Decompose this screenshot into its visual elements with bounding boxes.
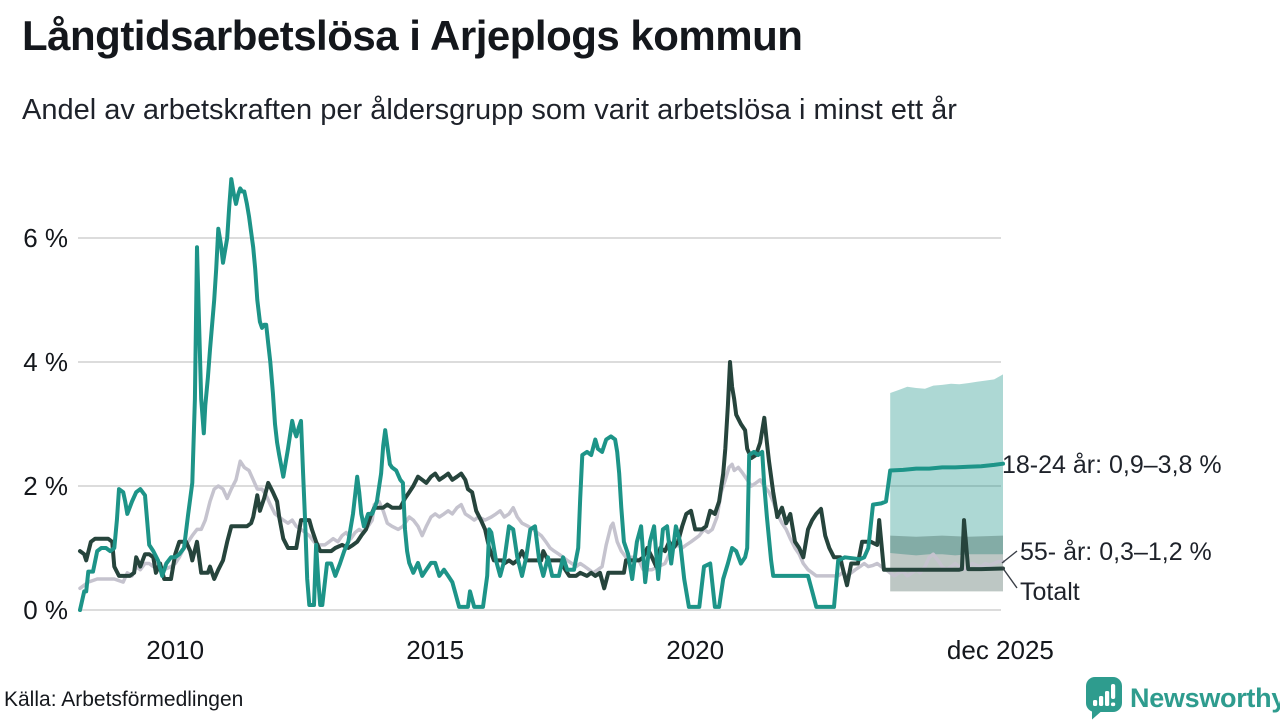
y-axis-tick-4: 4 % bbox=[23, 347, 68, 377]
y-axis-tick-0: 0 % bbox=[23, 595, 68, 625]
x-axis-tick-dec-2025: dec 2025 bbox=[946, 635, 1054, 665]
source-attribution: Källa: Arbetsförmedlingen bbox=[4, 688, 244, 711]
y-axis-tick-6: 6 % bbox=[23, 223, 68, 253]
page-subtitle: Andel av arbetskraften per åldersgrupp s… bbox=[22, 94, 957, 126]
series-label-totalt: Totalt bbox=[1020, 578, 1080, 606]
x-axis-tick-2010: 2010 bbox=[146, 635, 205, 665]
x-axis-tick-2015: 2015 bbox=[406, 635, 465, 665]
forecast-band-18-24-r bbox=[890, 374, 1003, 556]
x-axis-tick-2020: 2020 bbox=[666, 635, 725, 665]
series-label-55-plus: 55- år: 0,3–1,2 % bbox=[1020, 538, 1212, 566]
page-title: Långtidsarbetslösa i Arjeplogs kommun bbox=[22, 12, 803, 59]
series-line-18-24-r bbox=[78, 177, 1005, 612]
series-line-totalt bbox=[78, 459, 1005, 591]
series-line-55-r bbox=[78, 360, 1005, 591]
label-leader-line-1 bbox=[1001, 566, 1018, 589]
y-axis-tick-2: 2 % bbox=[23, 471, 68, 501]
newsworthy-logo-text: Newsworthy bbox=[1130, 682, 1280, 713]
forecast-band-55-r bbox=[890, 535, 1003, 592]
newsworthy-logo[interactable]: Newsworthy bbox=[1085, 676, 1280, 720]
series-label-18-24: 18-24 år: 0,9–3,8 % bbox=[1002, 451, 1222, 479]
newsworthy-bubble-chart-icon bbox=[1086, 677, 1122, 720]
label-leader-line-0 bbox=[1001, 550, 1018, 564]
